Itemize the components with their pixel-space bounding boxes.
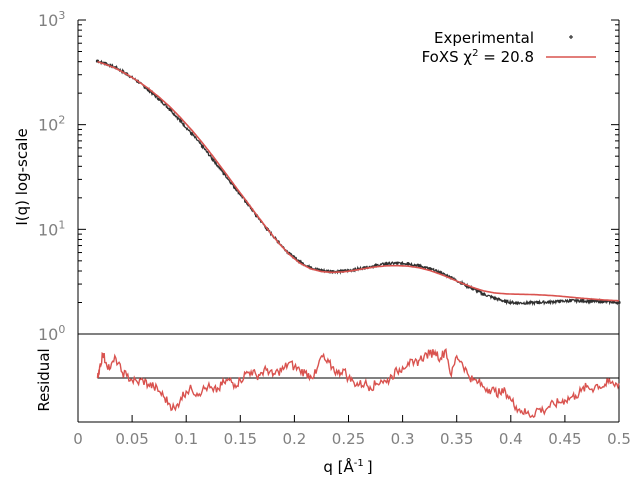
x-tick-label: 0: [73, 430, 83, 448]
legend-label-foxs: FoXS χ2 = 20.8: [422, 48, 534, 66]
x-axis-label: q [Å-1]: [323, 457, 372, 476]
residual-y-axis-label: Residual: [35, 348, 53, 411]
x-tick-label: 0.3: [391, 430, 415, 448]
x-tick-label: 0.15: [224, 430, 257, 448]
x-tick-label: 0.1: [174, 430, 198, 448]
legend: Experimental FoXS χ2 = 20.8: [422, 29, 596, 66]
x-axis-label-main: q [Å: [323, 457, 354, 476]
residual-line: [96, 347, 620, 419]
main-y-tick-label: 103: [38, 9, 65, 30]
experimental-point-cloud: [97, 59, 620, 307]
main-y-ticks: [78, 19, 619, 335]
experimental-series: [95, 59, 621, 307]
x-tick-label: 0.4: [499, 430, 523, 448]
x-tick-label: 0.45: [548, 430, 581, 448]
main-y-tick-label: 101: [38, 218, 65, 239]
x-tick-label: 0.2: [282, 430, 306, 448]
legend-foxs-name: FoXS χ: [422, 48, 473, 66]
x-axis-label-suffix: ]: [367, 458, 373, 476]
main-y-axis-label: I(q) log-scale: [13, 128, 31, 225]
legend-marker-experimental: [569, 35, 573, 39]
main-y-tick-label: 100: [38, 323, 65, 344]
legend-foxs-suffix: = 20.8: [478, 48, 534, 66]
x-ticks: [77, 415, 620, 422]
x-tick-label: 0.25: [332, 430, 365, 448]
legend-foxs-superscript: 2: [472, 48, 478, 59]
residual-panel: Residual 0 0.05 0.1 0.15 0.2 0.25 0.3 0.35 0.4 0.…: [35, 334, 631, 476]
x-tick-labels: 0 0.05 0.1 0.15 0.2 0.25 0.3 0.35 0.4 0.45 0.5: [73, 430, 631, 448]
foxs-fit-line: [97, 60, 619, 302]
main-y-tick-label: 102: [38, 114, 65, 135]
x-axis-label-superscript: -1: [354, 458, 364, 469]
x-tick-label: 0.35: [440, 430, 473, 448]
legend-label-experimental: Experimental: [434, 29, 534, 47]
x-tick-label: 0.5: [607, 430, 631, 448]
main-y-tick-labels: 100 101 102 103: [38, 9, 65, 344]
x-tick-label: 0.05: [115, 430, 148, 448]
main-panel: 100 101 102 103 I(q) log-scale: [13, 9, 621, 344]
